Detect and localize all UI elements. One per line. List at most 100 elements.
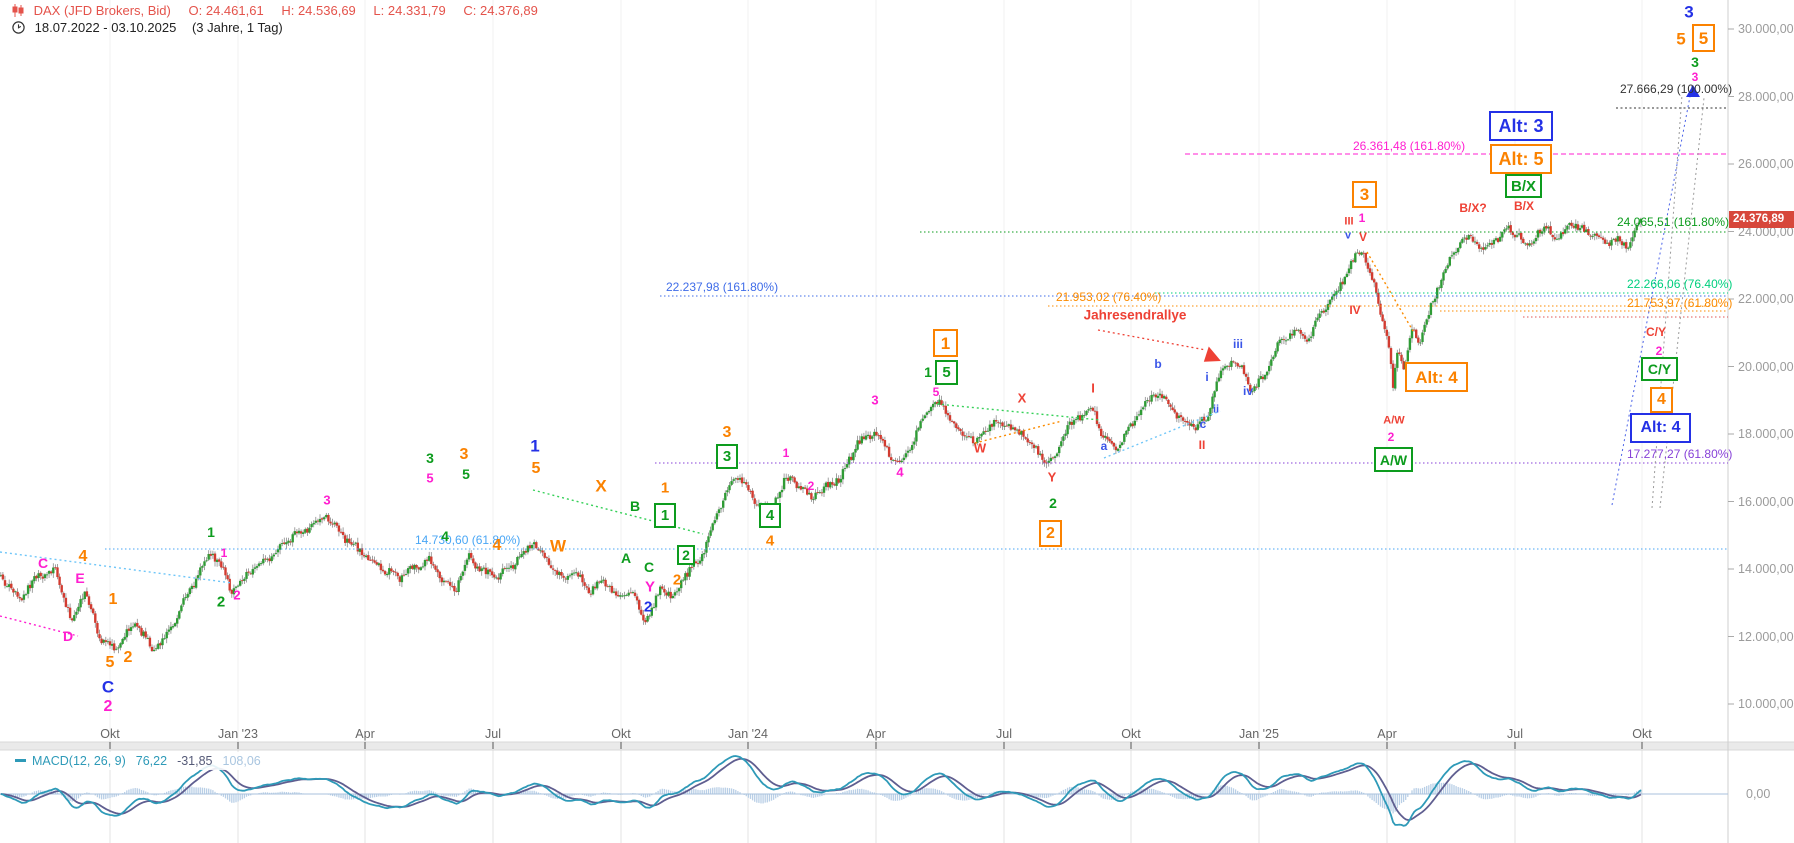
candle-body [8,584,11,587]
candle-body [1095,411,1099,425]
candle-body [381,569,385,572]
candle-body [449,582,452,586]
candle-body [772,506,775,508]
candle-body [1478,244,1481,249]
candle-body [1341,281,1344,285]
candle-body [1370,272,1374,280]
candle-body [1142,407,1145,410]
candle-body [190,585,194,590]
open-value: 24.461,61 [205,3,264,18]
candle-body [650,607,653,616]
candle-body [1364,252,1367,263]
candle-body [194,578,198,588]
candle-body [228,578,231,591]
candle-body [257,563,261,566]
candle-body [690,567,693,568]
candle-body [1064,433,1067,436]
candle-body [205,560,208,562]
candle-body [1379,303,1382,315]
candle-body [633,592,637,596]
candle-body [667,591,670,596]
candle-body [1509,225,1512,233]
candle-body [1347,268,1351,274]
candle-body [438,571,441,579]
candle-body [661,586,664,589]
candle-body [14,591,17,593]
candle-body [869,435,872,440]
candle-body [1121,442,1124,446]
candle-body [648,615,651,617]
candle-body [432,564,435,566]
candle-body [705,541,708,553]
candle-body [688,567,691,577]
projection-ray [1651,94,1683,509]
candle-body [409,566,412,569]
candle-body [226,575,229,580]
candle-body [1408,338,1412,350]
candle-body [1263,374,1267,380]
candle-body [791,476,794,478]
candle-body [1511,232,1514,235]
candle-body [1053,456,1057,458]
candle-body [522,551,525,555]
candle-body [995,420,998,422]
candle-body [997,422,1000,424]
candle-body [79,599,82,608]
candle-body [184,597,187,599]
candle-body [171,626,175,628]
candle-body [1043,460,1046,463]
candle-body [1452,252,1456,255]
candle-body [612,591,616,593]
candle-body [169,626,173,631]
candle-body [940,400,943,405]
candle-body [1320,311,1323,313]
candle-body [1457,248,1460,253]
candle-body [1160,394,1164,399]
candle-body [797,486,800,488]
candle-body [125,629,128,638]
candle-body [816,492,819,493]
candle-body [1383,320,1386,330]
candle-body [1156,395,1160,398]
candle-body [1307,338,1311,342]
candle-body [1423,324,1426,332]
projection-ray [1659,97,1705,509]
candle-body [472,558,475,564]
candle-body [680,580,683,589]
candle-body [1190,423,1193,426]
candle-body [1625,242,1628,249]
candle-body [211,553,215,556]
candle-body [1568,222,1571,225]
candle-body [1597,235,1601,238]
candle-body [251,569,254,575]
candle-body [625,594,628,596]
candle-body [862,436,866,440]
candle-body [722,500,725,508]
candle-body [745,482,748,485]
candle-body [1612,238,1615,240]
candle-body [948,415,952,421]
candle-body [1030,442,1034,445]
candle-body [1635,225,1638,231]
candle-body [921,418,924,421]
candle-body [820,492,824,494]
candle-body [1108,438,1111,442]
candle-body [764,505,767,511]
candle-body [1276,342,1279,352]
macd-legend[interactable]: MACD(12, 26, 9) 76,22 -31,85 108,06 [8,752,268,770]
candle-body [1026,438,1029,443]
candle-body [911,445,914,450]
candle-body [535,542,538,549]
candle-body [976,437,979,443]
candle-body [1637,222,1640,225]
candle-body [1148,400,1151,402]
candle-body [932,403,935,408]
candle-body [900,460,903,463]
candle-body [161,638,164,646]
candle-body [119,643,122,648]
candle-body [1297,329,1300,331]
candle-body [843,468,847,469]
candle-body [703,553,706,555]
candle-body [1490,243,1493,245]
